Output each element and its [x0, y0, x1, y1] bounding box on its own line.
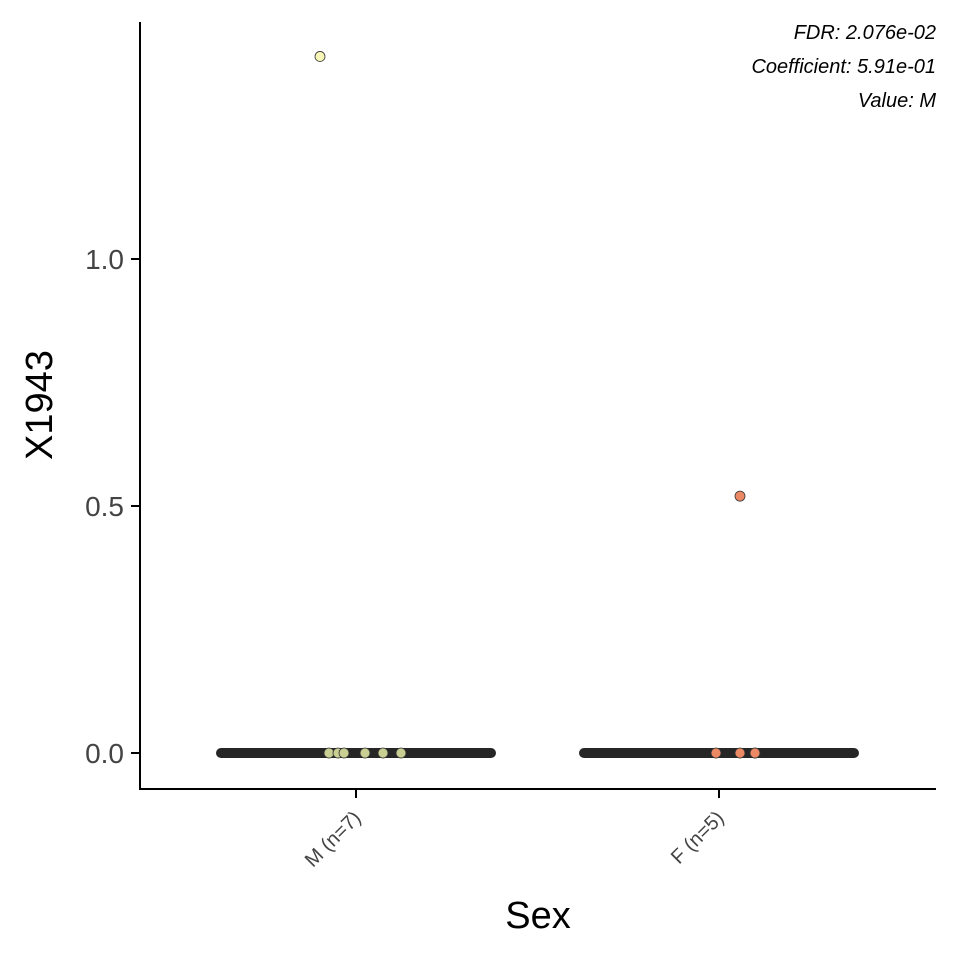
data-point [734, 490, 746, 502]
y-tick-label: 0.0 [85, 738, 124, 769]
x-tick-label: F (n=5) [667, 807, 729, 869]
data-point [359, 747, 371, 759]
data-point [734, 747, 746, 759]
data-point [314, 51, 326, 62]
data-point [710, 747, 722, 759]
x-axis-title: Sex [505, 895, 570, 937]
data-point [323, 747, 335, 759]
y-tick-label: 1.0 [85, 244, 124, 275]
data-point [338, 747, 350, 759]
x-tick-label: M (n=7) [301, 807, 366, 872]
data-point [377, 747, 389, 759]
data-point [749, 747, 761, 759]
annotation-fdr: FDR: 2.076e-02 [794, 22, 936, 44]
y-axis-title: X1943 [19, 350, 61, 460]
axes: 0.0 0.5 1.0 M (n=7) F (n=5) [85, 22, 936, 872]
plot-area [216, 51, 859, 759]
annotation-coefficient: Coefficient: 5.91e-01 [751, 56, 936, 78]
annotation-value: Value: M [858, 90, 937, 112]
data-point [395, 747, 407, 759]
y-tick-label: 0.5 [85, 491, 124, 522]
